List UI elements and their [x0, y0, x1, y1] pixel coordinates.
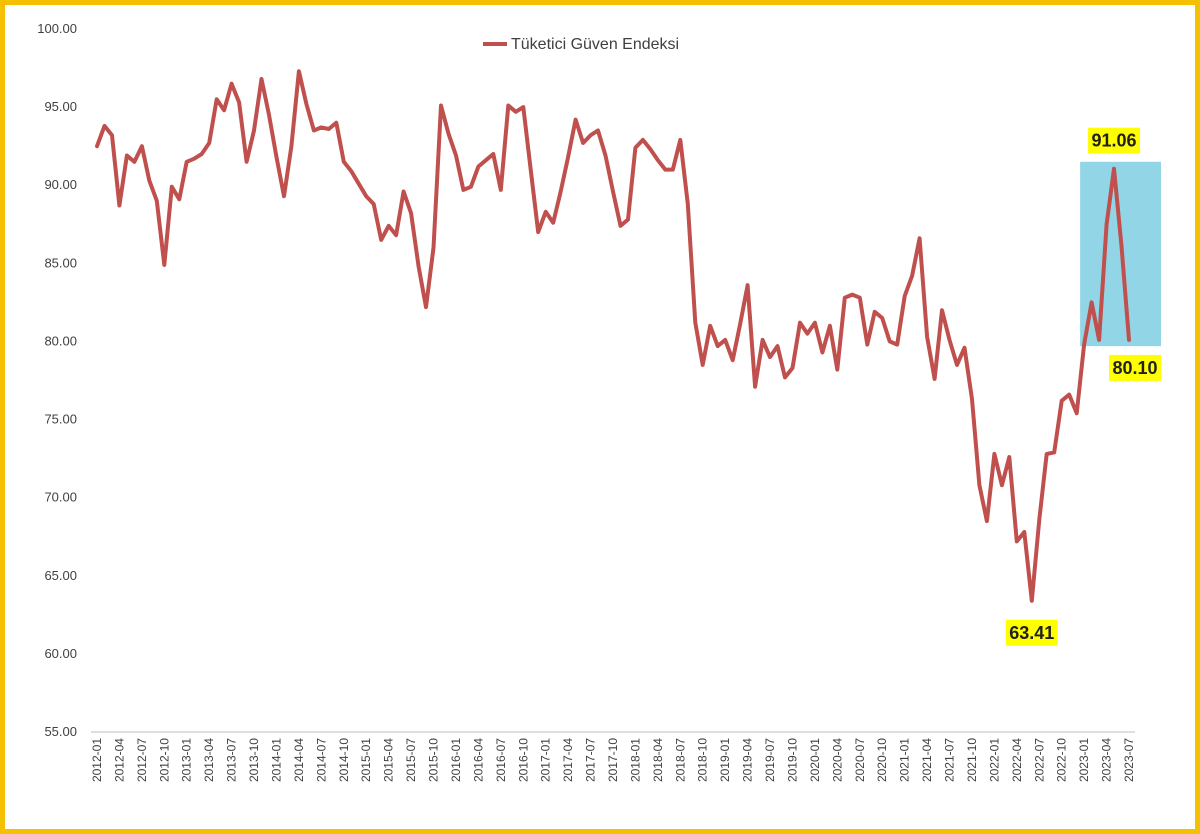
x-tick-label: 2018-04	[651, 738, 665, 782]
x-tick-label: 2019-07	[763, 738, 777, 782]
x-axis: 2012-01 2012-04 2012-07 2012-10 2013-01 2013-…	[90, 731, 1136, 782]
x-tick-label: 2023-01	[1077, 738, 1091, 782]
x-tick-label: 2021-01	[898, 738, 912, 782]
y-tick-label: 80.00	[44, 333, 77, 348]
callout-box	[1005, 619, 1058, 646]
x-tick-label: 2019-04	[741, 738, 755, 782]
x-tick-label: 2014-10	[337, 738, 351, 782]
x-tick-label: 2013-04	[202, 738, 216, 782]
y-tick-label: 75.00	[44, 412, 77, 427]
x-tick-label: 2013-01	[180, 738, 194, 782]
x-tick-label: 2014-01	[269, 738, 283, 782]
x-tick-label: 2018-10	[696, 738, 710, 782]
x-tick-label: 2022-04	[1010, 738, 1024, 782]
callout-label: 63.41	[1009, 623, 1054, 643]
x-tick-label: 2015-01	[359, 738, 373, 782]
x-tick-label: 2016-07	[494, 738, 508, 782]
x-tick-label: 2013-10	[247, 738, 261, 782]
x-tick-label: 2017-07	[584, 738, 598, 782]
x-tick-label: 2020-10	[875, 738, 889, 782]
y-tick-label: 65.00	[44, 568, 77, 583]
x-tick-label: 2015-04	[382, 738, 396, 782]
y-tick-label: 55.00	[44, 724, 77, 739]
x-tick-label: 2018-07	[673, 738, 687, 782]
callout-label: 80.10	[1112, 358, 1157, 378]
x-tick-label: 2021-10	[965, 738, 979, 782]
callout-box	[1109, 354, 1161, 381]
series-layer	[95, 69, 1131, 603]
x-tick-label: 2014-04	[292, 738, 306, 782]
callout-box	[1088, 127, 1141, 154]
x-tick-label: 2020-04	[830, 738, 844, 782]
x-tick-label: 2014-07	[314, 738, 328, 782]
x-tick-label: 2013-07	[225, 738, 239, 782]
x-tick-label: 2020-07	[853, 738, 867, 782]
x-tick-label: 2021-04	[920, 738, 934, 782]
x-tick-label: 2012-10	[157, 738, 171, 782]
y-tick-label: 70.00	[44, 490, 77, 505]
callout-label: 91.06	[1092, 131, 1137, 151]
x-tick-label: 2022-01	[987, 738, 1001, 782]
series-line-tuketici-guven-endeksi	[95, 69, 1131, 603]
x-tick-label: 2016-04	[471, 738, 485, 782]
x-tick-label: 2016-10	[516, 738, 530, 782]
x-tick-label: 2023-04	[1100, 738, 1114, 782]
x-tick-label: 2017-10	[606, 738, 620, 782]
x-tick-label: 2019-01	[718, 738, 732, 782]
x-tick-label: 2021-07	[943, 738, 957, 782]
x-tick-label: 2023-07	[1122, 738, 1136, 782]
legend: Tüketici Güven Endeksi	[483, 36, 679, 53]
y-axis: 55.00 60.00 65.00 70.00 75.00 80.00 85.00 90.00…	[37, 21, 77, 739]
y-tick-label: 60.00	[44, 646, 77, 661]
x-tick-label: 2016-01	[449, 738, 463, 782]
x-tick-label: 2022-10	[1055, 738, 1069, 782]
x-tick-label: 2022-07	[1032, 738, 1046, 782]
x-tick-label: 2015-07	[404, 738, 418, 782]
x-tick-label: 2017-04	[561, 738, 575, 782]
x-tick-label: 2019-10	[785, 738, 799, 782]
x-tick-label: 2015-10	[427, 738, 441, 782]
x-tick-label: 2020-01	[808, 738, 822, 782]
legend-label: Tüketici Güven Endeksi	[511, 36, 679, 53]
x-tick-label: 2012-04	[112, 738, 126, 782]
y-tick-label: 100.00	[37, 21, 77, 36]
y-tick-label: 90.00	[44, 177, 77, 192]
x-tick-label: 2012-01	[90, 738, 104, 782]
callout-layer: 91.06 80.10 63.41	[1005, 127, 1161, 646]
y-tick-label: 85.00	[44, 255, 77, 270]
x-tick-label: 2018-01	[628, 738, 642, 782]
x-tick-label: 2012-07	[135, 738, 149, 782]
x-tick-label: 2017-01	[539, 738, 553, 782]
y-tick-label: 95.00	[44, 99, 77, 114]
